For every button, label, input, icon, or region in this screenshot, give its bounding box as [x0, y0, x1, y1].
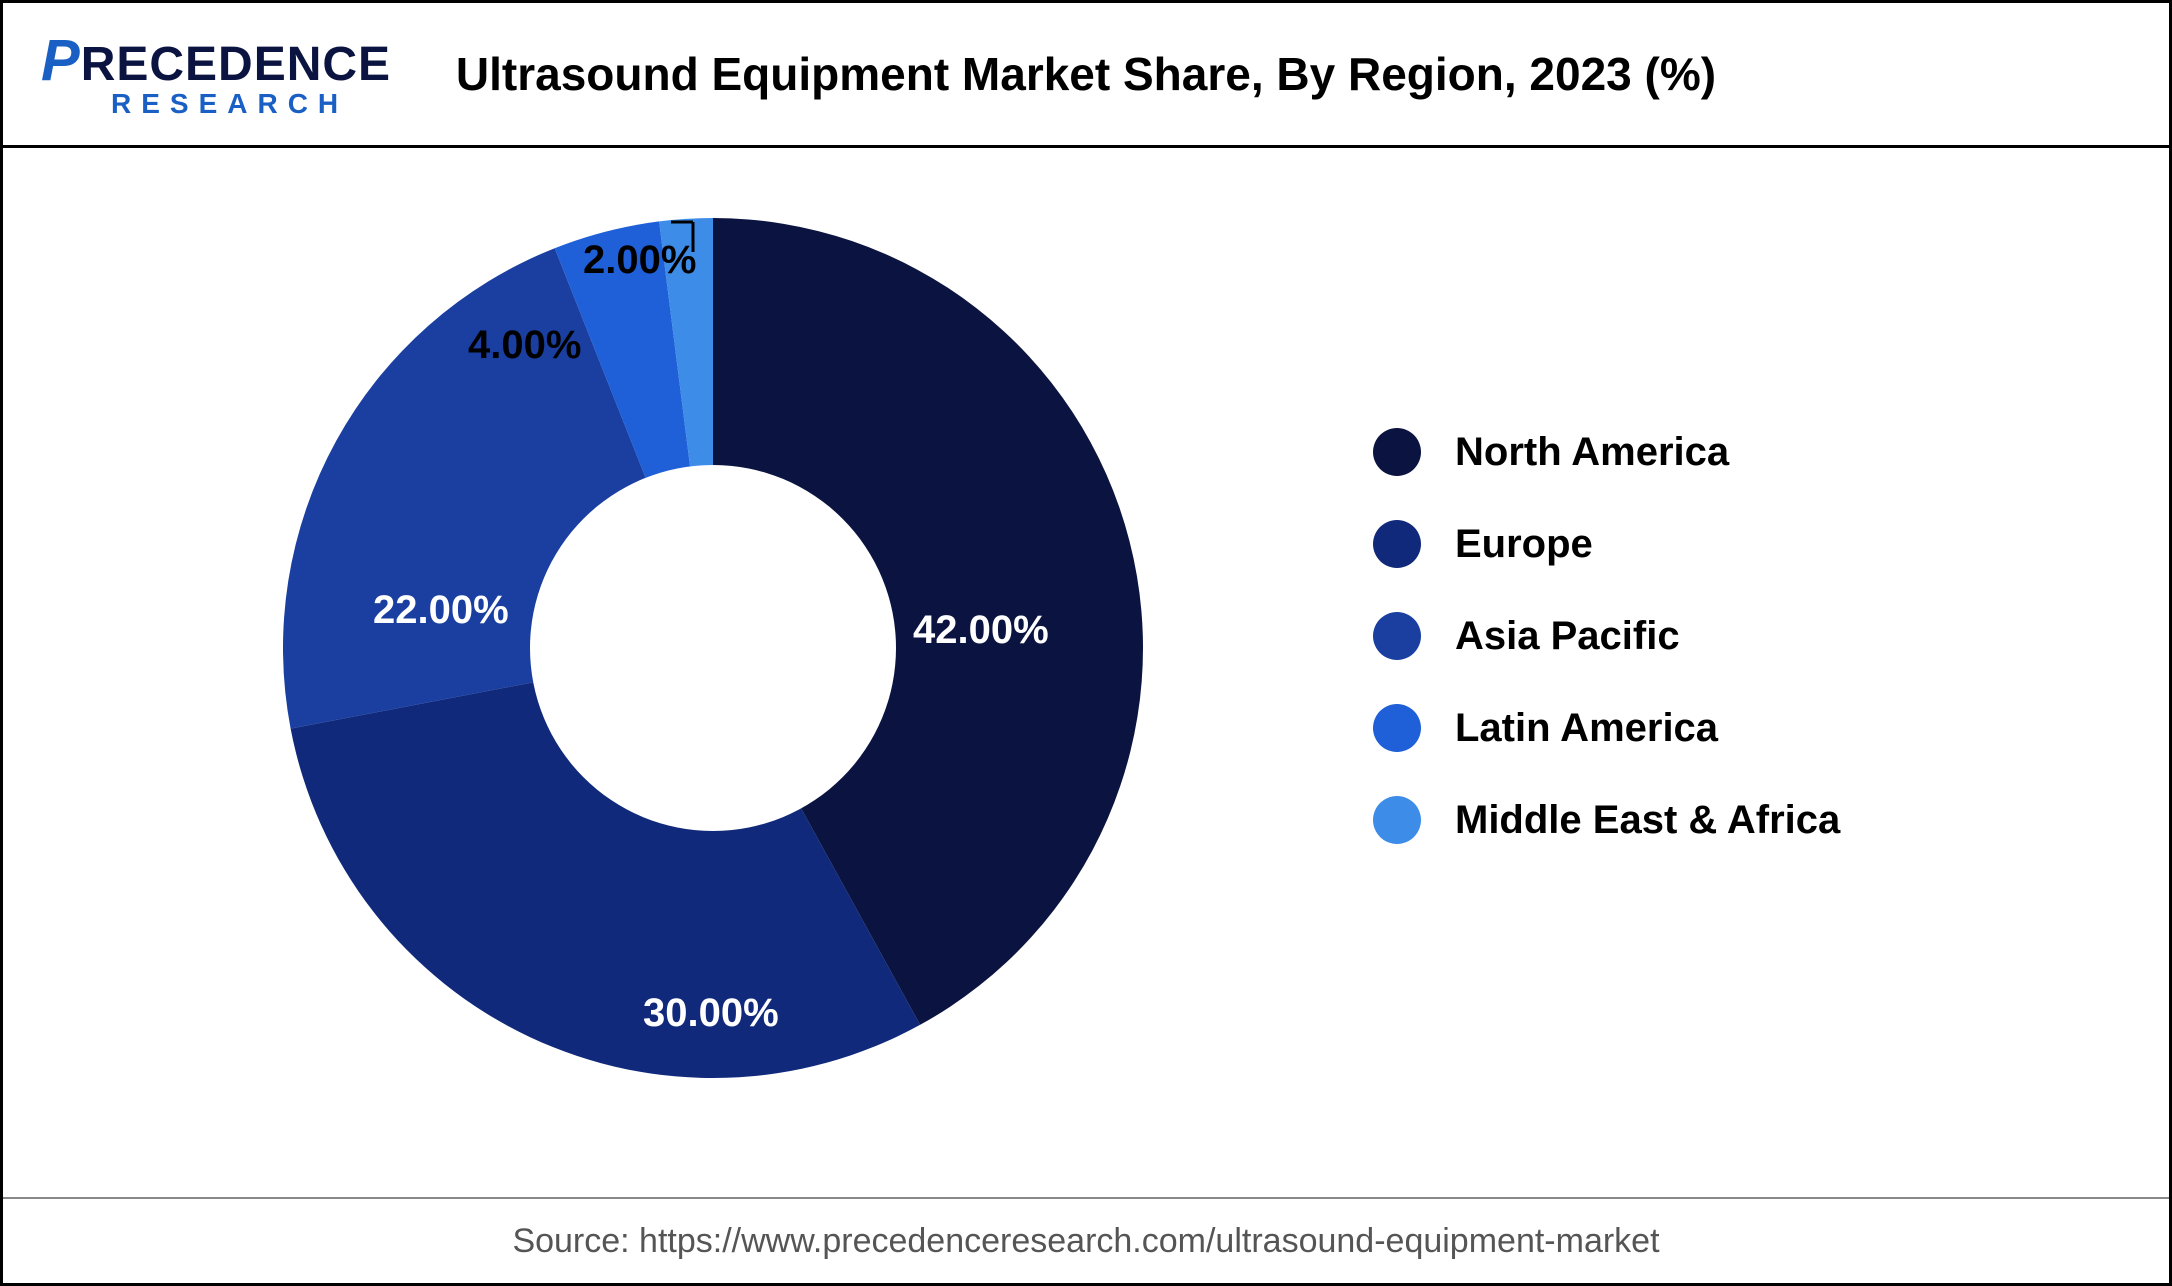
legend-dot-icon [1373, 704, 1421, 752]
logo-text-wrap: PRECEDENCE RESEARCH [41, 27, 391, 120]
logo-p: P [41, 28, 81, 93]
legend-item-europe: Europe [1373, 520, 1840, 568]
donut-hole [530, 465, 896, 831]
footer: Source: https://www.precedenceresearch.c… [3, 1197, 2169, 1283]
legend-label: North America [1455, 430, 1729, 475]
legend-dot-icon [1373, 428, 1421, 476]
legend-item-latin-america: Latin America [1373, 704, 1840, 752]
legend-dot-icon [1373, 796, 1421, 844]
logo-precedence: RECEDENCE [81, 38, 391, 91]
donut-svg [273, 208, 1153, 1088]
source-text: Source: https://www.precedenceresearch.c… [512, 1222, 1659, 1261]
legend: North America Europe Asia Pacific Latin Ame… [1373, 428, 1840, 844]
legend-item-asia-pacific: Asia Pacific [1373, 612, 1840, 660]
legend-dot-icon [1373, 520, 1421, 568]
logo-brand-line: PRECEDENCE [41, 27, 391, 94]
logo-research: RESEARCH [111, 88, 391, 120]
legend-label: Middle East & Africa [1455, 798, 1840, 843]
main-area: 42.00%30.00%22.00%4.00%2.00% North Ameri… [3, 148, 2169, 1198]
donut-chart: 42.00%30.00%22.00%4.00%2.00% [273, 208, 1153, 1088]
legend-label: Latin America [1455, 706, 1718, 751]
legend-item-middle-east-africa: Middle East & Africa [1373, 796, 1840, 844]
legend-dot-icon [1373, 612, 1421, 660]
legend-label: Asia Pacific [1455, 614, 1680, 659]
legend-item-north-america: North America [1373, 428, 1840, 476]
logo: PRECEDENCE RESEARCH [41, 27, 391, 120]
header: PRECEDENCE RESEARCH Ultrasound Equipment… [3, 3, 2169, 148]
legend-label: Europe [1455, 522, 1593, 567]
